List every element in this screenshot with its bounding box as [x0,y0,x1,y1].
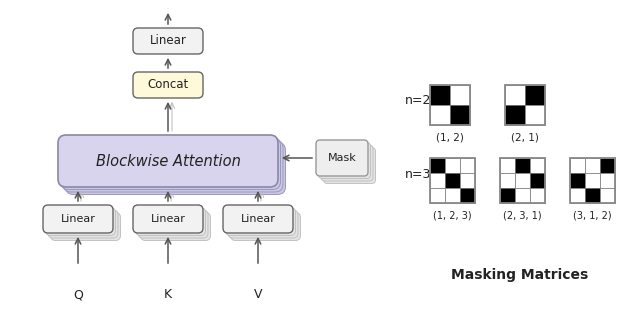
Bar [525,105,545,125]
Bar [530,188,545,203]
Text: Mask: Mask [328,153,356,163]
FancyBboxPatch shape [133,28,203,54]
FancyBboxPatch shape [61,137,280,190]
Bar [500,158,515,173]
FancyBboxPatch shape [138,210,208,238]
Bar [445,173,460,188]
Bar [570,188,585,203]
Bar [505,85,545,125]
Bar [450,85,470,105]
Bar [600,158,615,173]
FancyBboxPatch shape [58,135,278,187]
Bar [530,173,545,188]
Bar [460,173,475,188]
Text: (2, 1): (2, 1) [511,133,539,143]
Bar [445,188,460,203]
FancyBboxPatch shape [133,205,203,233]
FancyBboxPatch shape [141,213,211,240]
FancyBboxPatch shape [51,213,120,240]
FancyBboxPatch shape [63,140,283,192]
Bar [450,105,470,125]
Text: Linear: Linear [150,34,186,48]
FancyBboxPatch shape [316,140,368,176]
FancyBboxPatch shape [225,207,296,236]
Bar [500,158,545,203]
FancyBboxPatch shape [133,72,203,98]
Bar [500,173,515,188]
FancyBboxPatch shape [230,213,301,240]
Bar [600,173,615,188]
Text: K: K [164,288,172,302]
Bar [505,105,525,125]
FancyBboxPatch shape [48,210,118,238]
Bar [600,188,615,203]
FancyBboxPatch shape [223,205,293,233]
Bar [570,158,615,203]
Bar [430,158,475,203]
Bar [570,173,585,188]
FancyBboxPatch shape [43,205,113,233]
Bar [515,158,530,173]
Bar [505,85,525,105]
FancyBboxPatch shape [323,147,376,183]
Bar [515,188,530,203]
FancyBboxPatch shape [319,143,371,179]
Text: V: V [253,288,262,302]
Bar [525,85,545,105]
Text: (2, 3, 1): (2, 3, 1) [503,211,542,221]
Bar [430,173,445,188]
FancyBboxPatch shape [228,210,298,238]
FancyBboxPatch shape [65,143,285,194]
Text: Masking Matrices: Masking Matrices [451,268,589,282]
FancyBboxPatch shape [136,207,205,236]
Bar [530,158,545,173]
Bar [500,188,515,203]
Text: Q: Q [73,288,83,302]
Text: Linear: Linear [150,214,186,224]
Text: (3, 1, 2): (3, 1, 2) [573,211,612,221]
FancyBboxPatch shape [321,145,373,181]
Text: n=3: n=3 [405,168,431,181]
Bar [515,173,530,188]
Bar [570,158,585,173]
Text: Blockwise Attention: Blockwise Attention [95,154,241,168]
Text: n=2: n=2 [405,94,431,107]
FancyBboxPatch shape [45,207,115,236]
Text: Concat: Concat [147,78,189,91]
Bar [430,85,470,125]
Bar [585,188,600,203]
Text: (1, 2): (1, 2) [436,133,464,143]
Text: Linear: Linear [241,214,275,224]
Text: (1, 2, 3): (1, 2, 3) [433,211,472,221]
Bar [585,158,600,173]
Bar [430,158,445,173]
Bar [430,188,445,203]
Bar [430,85,450,105]
Bar [445,158,460,173]
Bar [460,188,475,203]
Text: Linear: Linear [61,214,95,224]
Bar [460,158,475,173]
Bar [585,173,600,188]
Bar [430,105,450,125]
